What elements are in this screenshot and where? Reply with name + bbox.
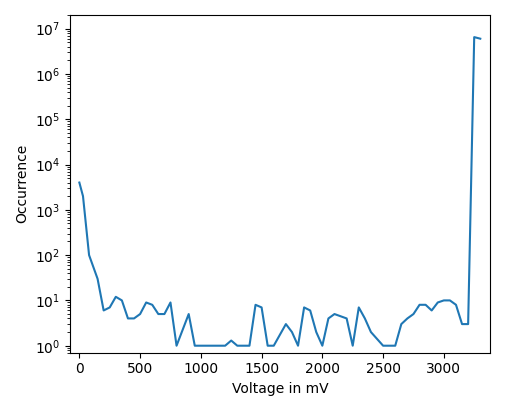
Y-axis label: Occurrence: Occurrence: [15, 144, 29, 224]
X-axis label: Voltage in mV: Voltage in mV: [231, 382, 328, 396]
